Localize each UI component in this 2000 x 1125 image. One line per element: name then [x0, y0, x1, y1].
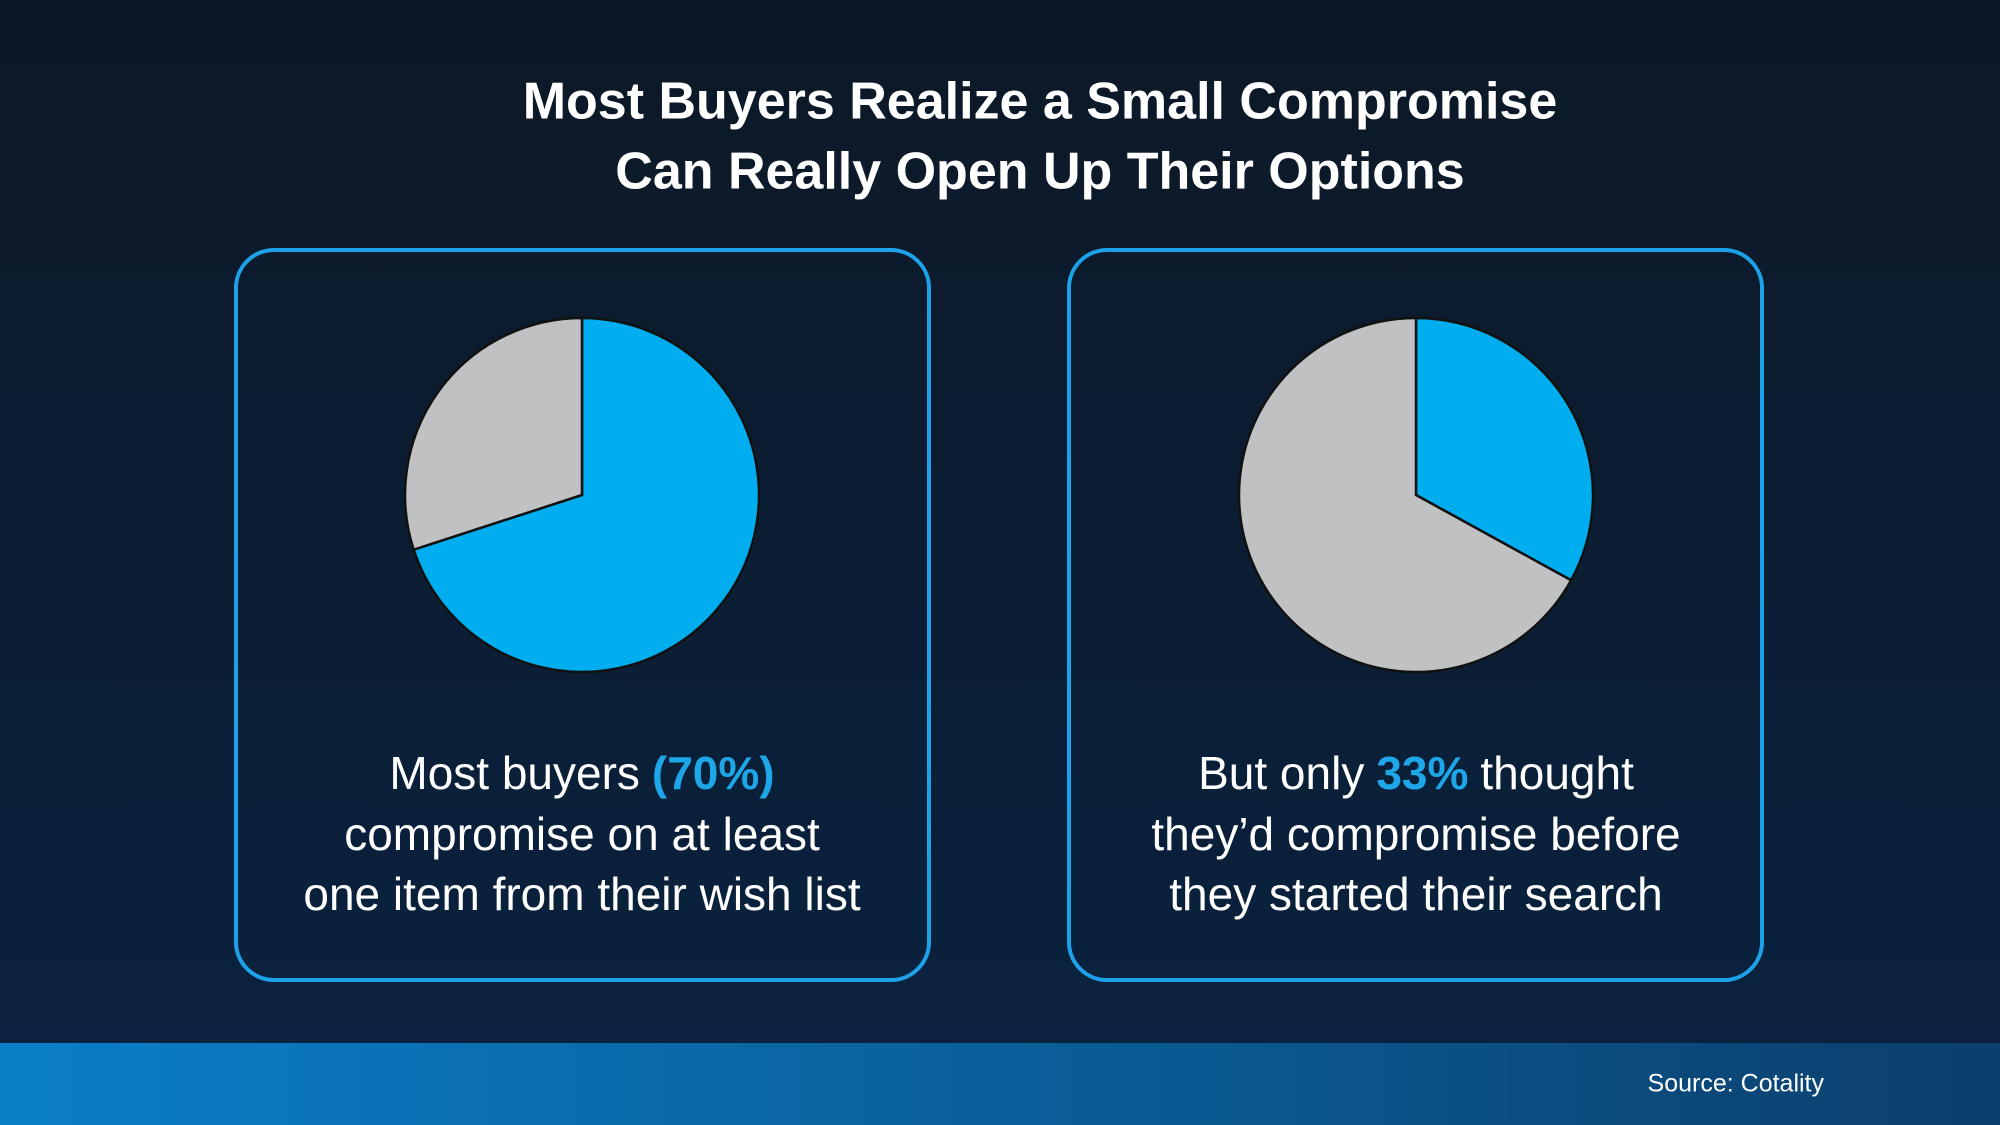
caption-text: thought	[1480, 747, 1634, 799]
caption-text: But only	[1198, 747, 1364, 799]
pie-slice	[1414, 316, 1595, 582]
caption-line: compromise on at least	[344, 808, 820, 860]
caption-line: they’d compromise before	[1151, 808, 1680, 860]
value-label: (70%)	[652, 747, 775, 799]
caption-line: they started their search	[1169, 868, 1662, 920]
card	[1067, 248, 1764, 982]
footer-band	[0, 1043, 2000, 1125]
source: Source: Cotality	[1648, 1070, 1825, 1098]
title-line: Most Buyers Realize a Small Compromise	[523, 73, 1558, 131]
value-label: 33%	[1376, 747, 1468, 799]
card	[234, 248, 931, 982]
caption-text: Most buyers	[389, 747, 640, 799]
caption-line: one item from their wish list	[303, 868, 860, 920]
pie-slice	[403, 316, 584, 552]
pie-slice	[1237, 316, 1573, 674]
title-line: Can Really Open Up Their Options	[615, 143, 1464, 201]
pie-slice	[412, 316, 761, 674]
caption-line: But only 33% thought	[1198, 747, 1634, 799]
caption-line: Most buyers (70%)	[389, 747, 774, 799]
